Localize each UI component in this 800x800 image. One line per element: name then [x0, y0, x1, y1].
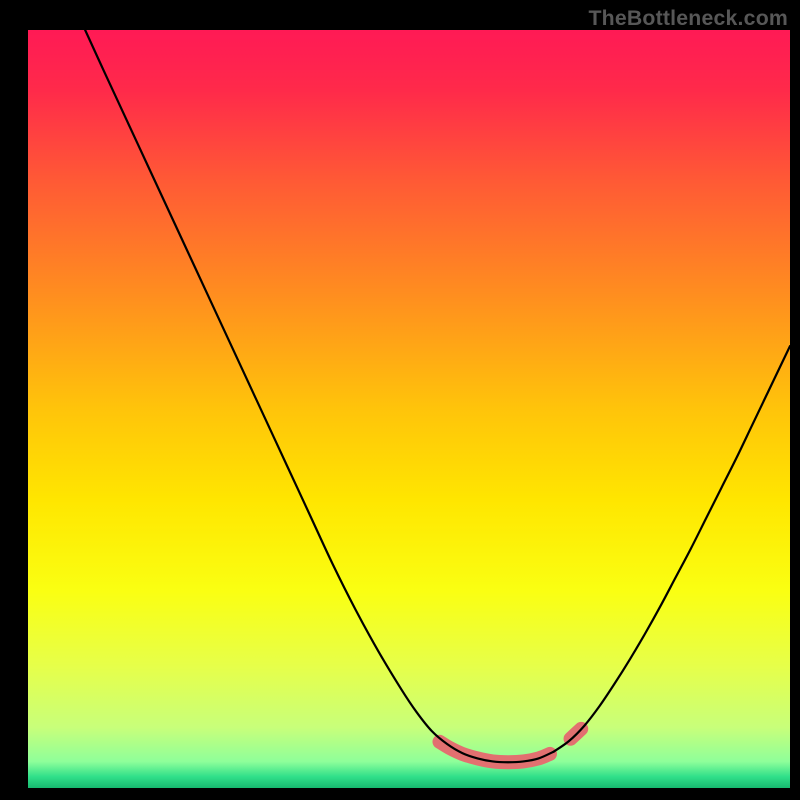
chart-svg [28, 30, 790, 788]
chart-frame: TheBottleneck.com [0, 0, 800, 800]
watermark-label: TheBottleneck.com [588, 6, 788, 31]
plot-area [28, 30, 790, 788]
gradient-background [28, 30, 790, 788]
